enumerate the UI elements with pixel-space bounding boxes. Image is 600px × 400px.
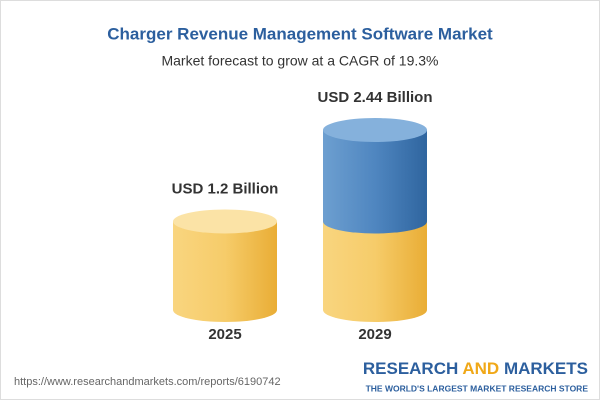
chart-subtitle: Market forecast to grow at a CAGR of 19.… bbox=[161, 53, 438, 69]
brand-word: RESEARCH bbox=[363, 359, 458, 378]
cylinder-bottom bbox=[173, 298, 277, 322]
cylinder-top bbox=[323, 118, 427, 142]
brand-word: AND bbox=[462, 359, 499, 378]
source-url: https://www.researchandmarkets.com/repor… bbox=[14, 376, 281, 388]
x-tick-label: 2029 bbox=[358, 326, 391, 343]
data-label: USD 2.44 Billion bbox=[317, 89, 432, 106]
cylinder-top bbox=[173, 209, 277, 234]
bar bbox=[173, 221, 277, 310]
cylinder-bottom bbox=[323, 298, 427, 322]
tagline: THE WORLD'S LARGEST MARKET RESEARCH STOR… bbox=[366, 383, 589, 393]
bar bbox=[323, 130, 427, 222]
chart-title: Charger Revenue Management Software Mark… bbox=[107, 24, 493, 43]
base-segment bbox=[323, 221, 427, 310]
x-tick-label: 2025 bbox=[208, 326, 241, 343]
cylinder-bottom bbox=[323, 209, 427, 234]
brand: RESEARCH AND MARKETS bbox=[363, 359, 588, 378]
brand-word: MARKETS bbox=[504, 359, 588, 378]
data-label: USD 1.2 Billion bbox=[172, 180, 279, 197]
